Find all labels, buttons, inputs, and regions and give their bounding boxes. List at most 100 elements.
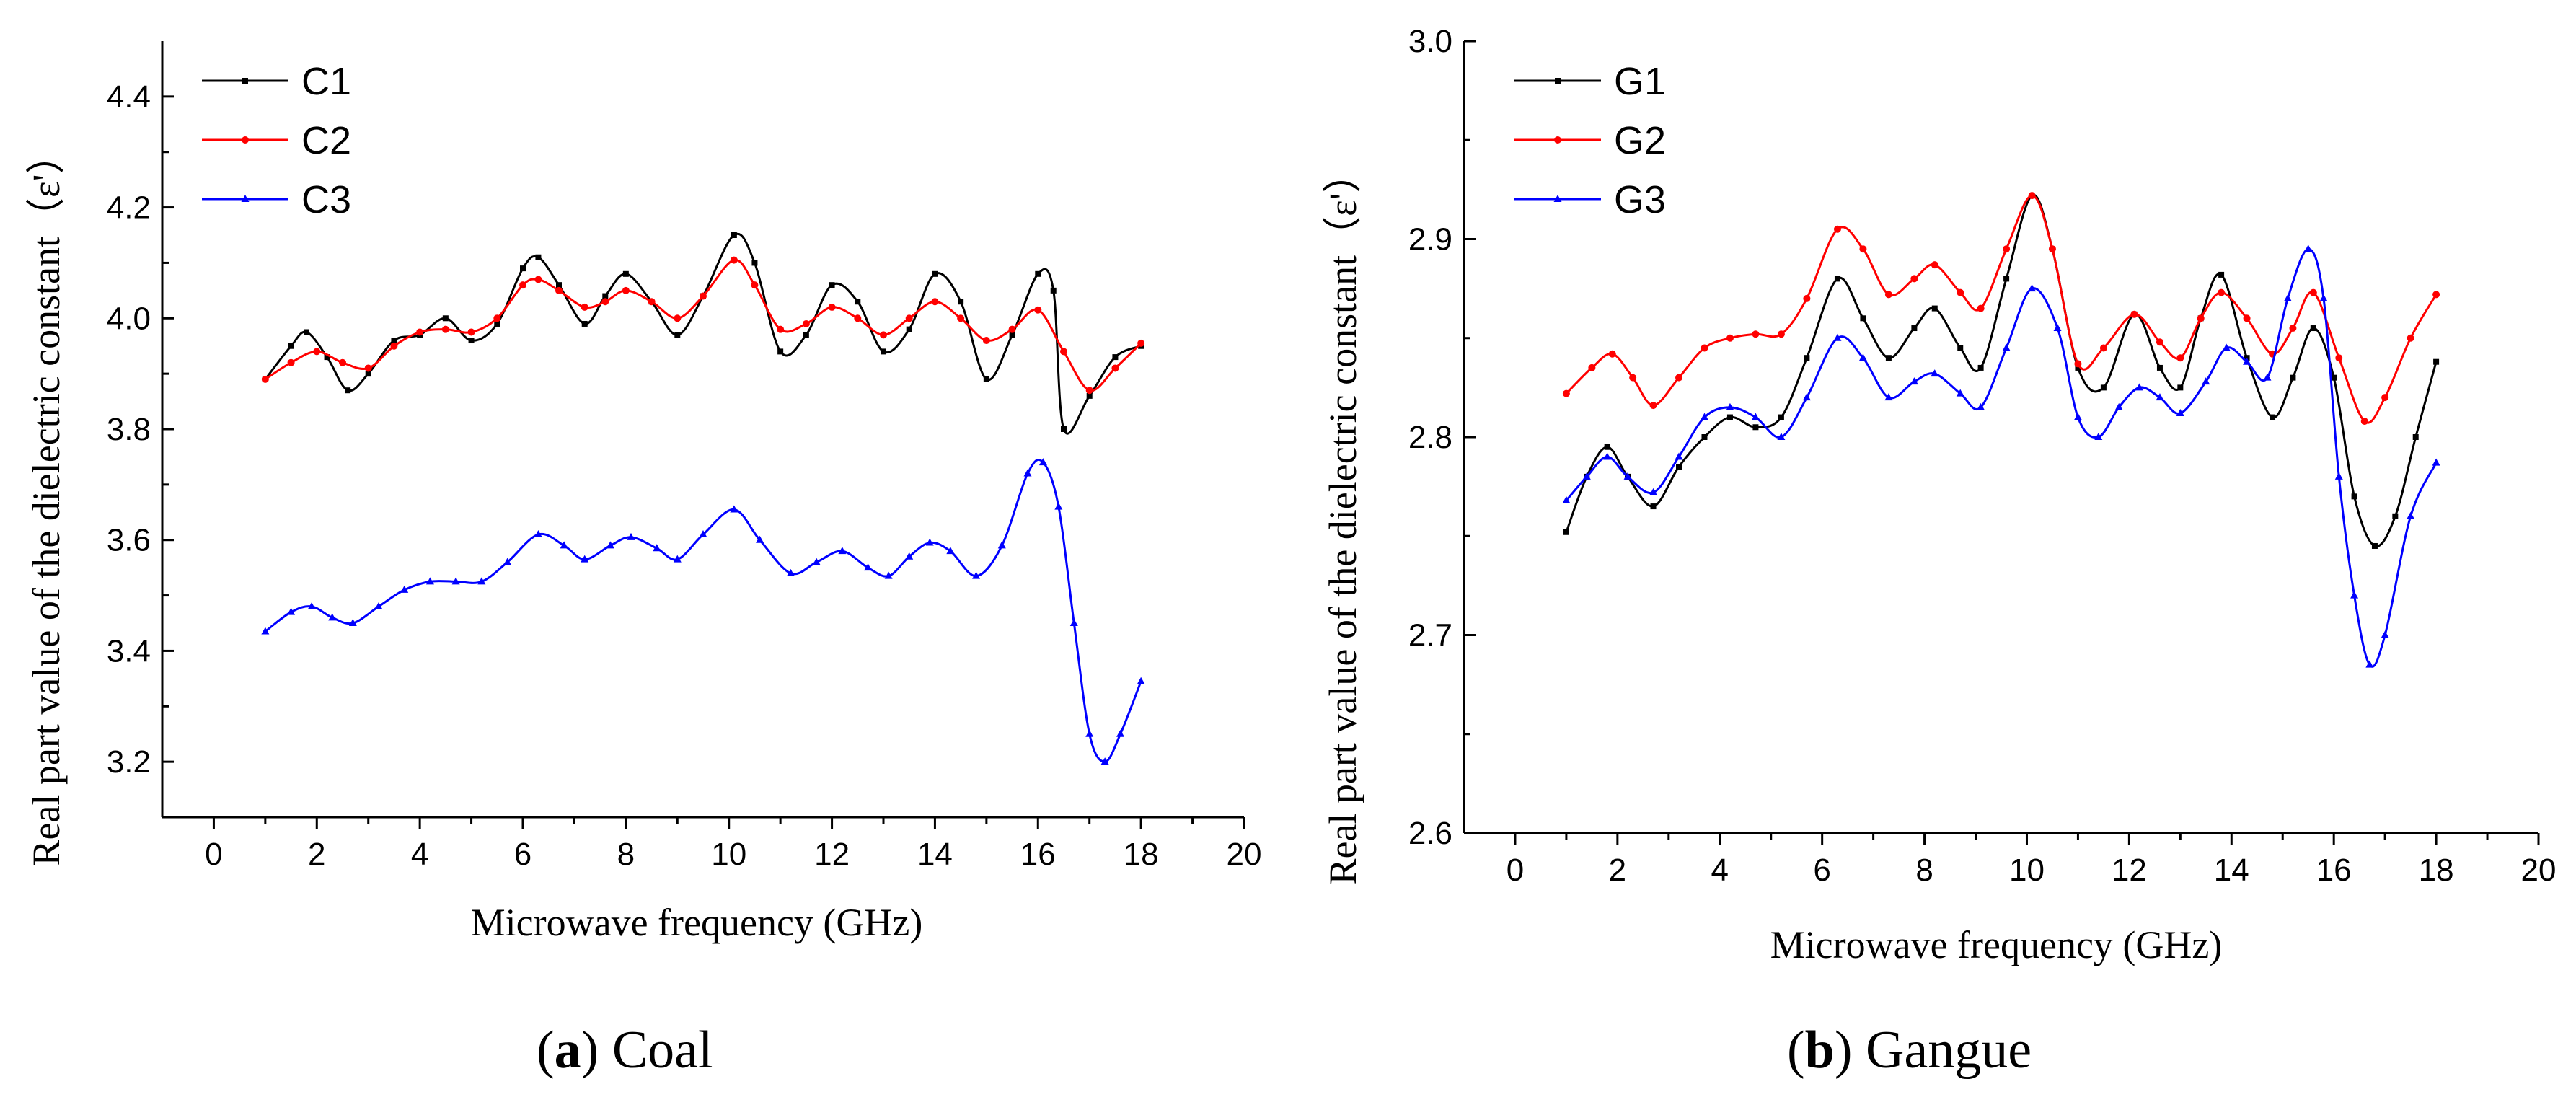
coal-point-C2 bbox=[674, 314, 682, 322]
gangue-point-G1 bbox=[2156, 364, 2163, 371]
coal-y-tick-label: 4.2 bbox=[107, 190, 151, 226]
gangue-point-G3 bbox=[1603, 452, 1612, 460]
gangue-point-G1 bbox=[1885, 355, 1892, 361]
gangue-point-G2 bbox=[2309, 288, 2317, 296]
gangue-x-tick-label: 2 bbox=[1609, 853, 1626, 888]
coal-point-C1 bbox=[674, 332, 681, 338]
gangue-point-G2 bbox=[2028, 192, 2036, 200]
coal-point-C3 bbox=[534, 530, 542, 538]
gangue-point-G2 bbox=[2197, 314, 2205, 322]
coal-y-axis-title: Real part value of the dielectric consta… bbox=[25, 135, 68, 865]
coal-point-C1 bbox=[829, 282, 835, 288]
gangue-point-G3 bbox=[1649, 488, 1658, 495]
coal-x-tick-label: 20 bbox=[1227, 837, 1262, 872]
coal-point-C1 bbox=[983, 376, 989, 382]
gangue-point-G2 bbox=[1931, 261, 1938, 269]
coal-point-C1 bbox=[468, 338, 475, 344]
gangue-point-G3 bbox=[2283, 294, 2292, 301]
gangue-point-G1 bbox=[2290, 374, 2296, 381]
coal-point-C2 bbox=[905, 314, 913, 322]
gangue-point-G1 bbox=[1701, 434, 1708, 440]
gangue-point-G3 bbox=[2350, 591, 2359, 599]
gangue-point-G1 bbox=[2331, 374, 2337, 381]
gangue-point-G2 bbox=[1777, 330, 1785, 338]
coal-point-C1 bbox=[494, 320, 500, 327]
gangue-y-axis-title: Real part value of the dielectric consta… bbox=[1321, 154, 1364, 884]
coal-point-C2 bbox=[1137, 339, 1145, 347]
gangue-point-G2 bbox=[1884, 291, 1892, 299]
gangue-x-tick-label: 10 bbox=[2009, 853, 2045, 888]
coal-y-tick-label: 4.4 bbox=[107, 79, 151, 115]
coal-series-C3 bbox=[261, 458, 1145, 765]
gangue-point-G3 bbox=[1562, 495, 1571, 503]
gangue-legend-label-G3: G3 bbox=[1614, 178, 1666, 221]
coal-point-C2 bbox=[519, 281, 526, 289]
gangue-point-G1 bbox=[1977, 364, 1984, 371]
coal-point-C2 bbox=[601, 298, 609, 306]
coal-point-C2 bbox=[700, 292, 707, 300]
coal-legend-marker-C2 bbox=[242, 136, 249, 144]
coal-point-C1 bbox=[1050, 287, 1057, 294]
coal-point-C2 bbox=[802, 320, 810, 327]
coal-caption: (a) Coal bbox=[537, 1021, 713, 1080]
coal-legend-label-C3: C3 bbox=[301, 178, 351, 221]
gangue-point-G1 bbox=[2392, 513, 2399, 519]
gangue-point-G3 bbox=[2319, 294, 2328, 301]
gangue-x-tick-label: 20 bbox=[2521, 853, 2557, 888]
coal-point-C2 bbox=[1034, 306, 1042, 314]
gangue-point-G3 bbox=[1675, 452, 1683, 460]
gangue-point-G2 bbox=[1608, 350, 1616, 358]
coal-point-C1 bbox=[622, 270, 629, 277]
coal-point-C2 bbox=[828, 303, 836, 311]
gangue-point-G2 bbox=[2074, 360, 2082, 368]
gangue-point-G2 bbox=[1752, 330, 1760, 338]
svg-text:(b) Gangue: (b) Gangue bbox=[1787, 1021, 2032, 1080]
gangue-point-G3 bbox=[2094, 433, 2103, 440]
gangue-y-tick-label: 2.7 bbox=[1408, 618, 1452, 653]
gangue-point-G3 bbox=[1726, 402, 1734, 410]
gangue-series-line-G2 bbox=[1565, 194, 2438, 424]
coal-caption-letter: a bbox=[555, 1021, 581, 1080]
gangue-point-G1 bbox=[2412, 434, 2419, 440]
gangue-caption-name: Gangue bbox=[1866, 1021, 2032, 1080]
coal-point-C3 bbox=[1116, 729, 1125, 737]
coal-legend-label-C1: C1 bbox=[301, 60, 351, 103]
coal-point-C1 bbox=[365, 371, 371, 377]
gangue-point-G1 bbox=[2310, 325, 2316, 332]
coal-point-C3 bbox=[653, 544, 661, 552]
gangue-point-G3 bbox=[2073, 413, 2082, 420]
coal-point-C1 bbox=[932, 270, 938, 277]
coal-point-C2 bbox=[493, 314, 501, 322]
coal-point-C2 bbox=[261, 375, 269, 383]
coal-x-axis-title: Microwave frequency (GHz) bbox=[471, 901, 923, 944]
gangue-point-G2 bbox=[1803, 294, 1811, 302]
gangue-y-tick-label: 2.9 bbox=[1408, 222, 1452, 257]
gangue-point-G2 bbox=[1833, 225, 1841, 233]
coal-point-C3 bbox=[503, 558, 512, 565]
gangue-point-G2 bbox=[1726, 334, 1734, 342]
gangue-point-G3 bbox=[2365, 660, 2374, 668]
gangue-point-G2 bbox=[1977, 304, 1985, 312]
coal-point-C2 bbox=[957, 314, 965, 322]
coal-point-C2 bbox=[467, 328, 475, 336]
coal-x-tick-label: 6 bbox=[514, 837, 531, 872]
gangue-point-G3 bbox=[1833, 333, 1842, 341]
coal-point-C2 bbox=[854, 314, 862, 322]
coal-point-C3 bbox=[946, 547, 955, 555]
gangue-point-G3 bbox=[1977, 402, 1985, 410]
coal-point-C1 bbox=[958, 299, 964, 305]
coal-legend-marker-C1 bbox=[242, 78, 248, 84]
coal-axes: 0 2 4 6 8 10 12 14 16 18 20 3.2 3.4 3.6 3.8 4.0 4.2 4.4 bbox=[107, 41, 1262, 872]
coal-legend-item-C3: C3 bbox=[202, 178, 351, 221]
gangue-point-G3 bbox=[2114, 402, 2123, 410]
coal-legend-item-C1: C1 bbox=[202, 60, 351, 103]
gangue-point-G3 bbox=[2053, 324, 2062, 332]
coal-point-C1 bbox=[881, 348, 886, 355]
coal-point-C1 bbox=[520, 265, 526, 272]
coal-point-C3 bbox=[1137, 677, 1145, 684]
gangue-point-G2 bbox=[2048, 245, 2056, 253]
coal-point-C2 bbox=[751, 281, 759, 289]
coal-point-C2 bbox=[648, 298, 656, 306]
coal-point-C3 bbox=[627, 532, 635, 540]
